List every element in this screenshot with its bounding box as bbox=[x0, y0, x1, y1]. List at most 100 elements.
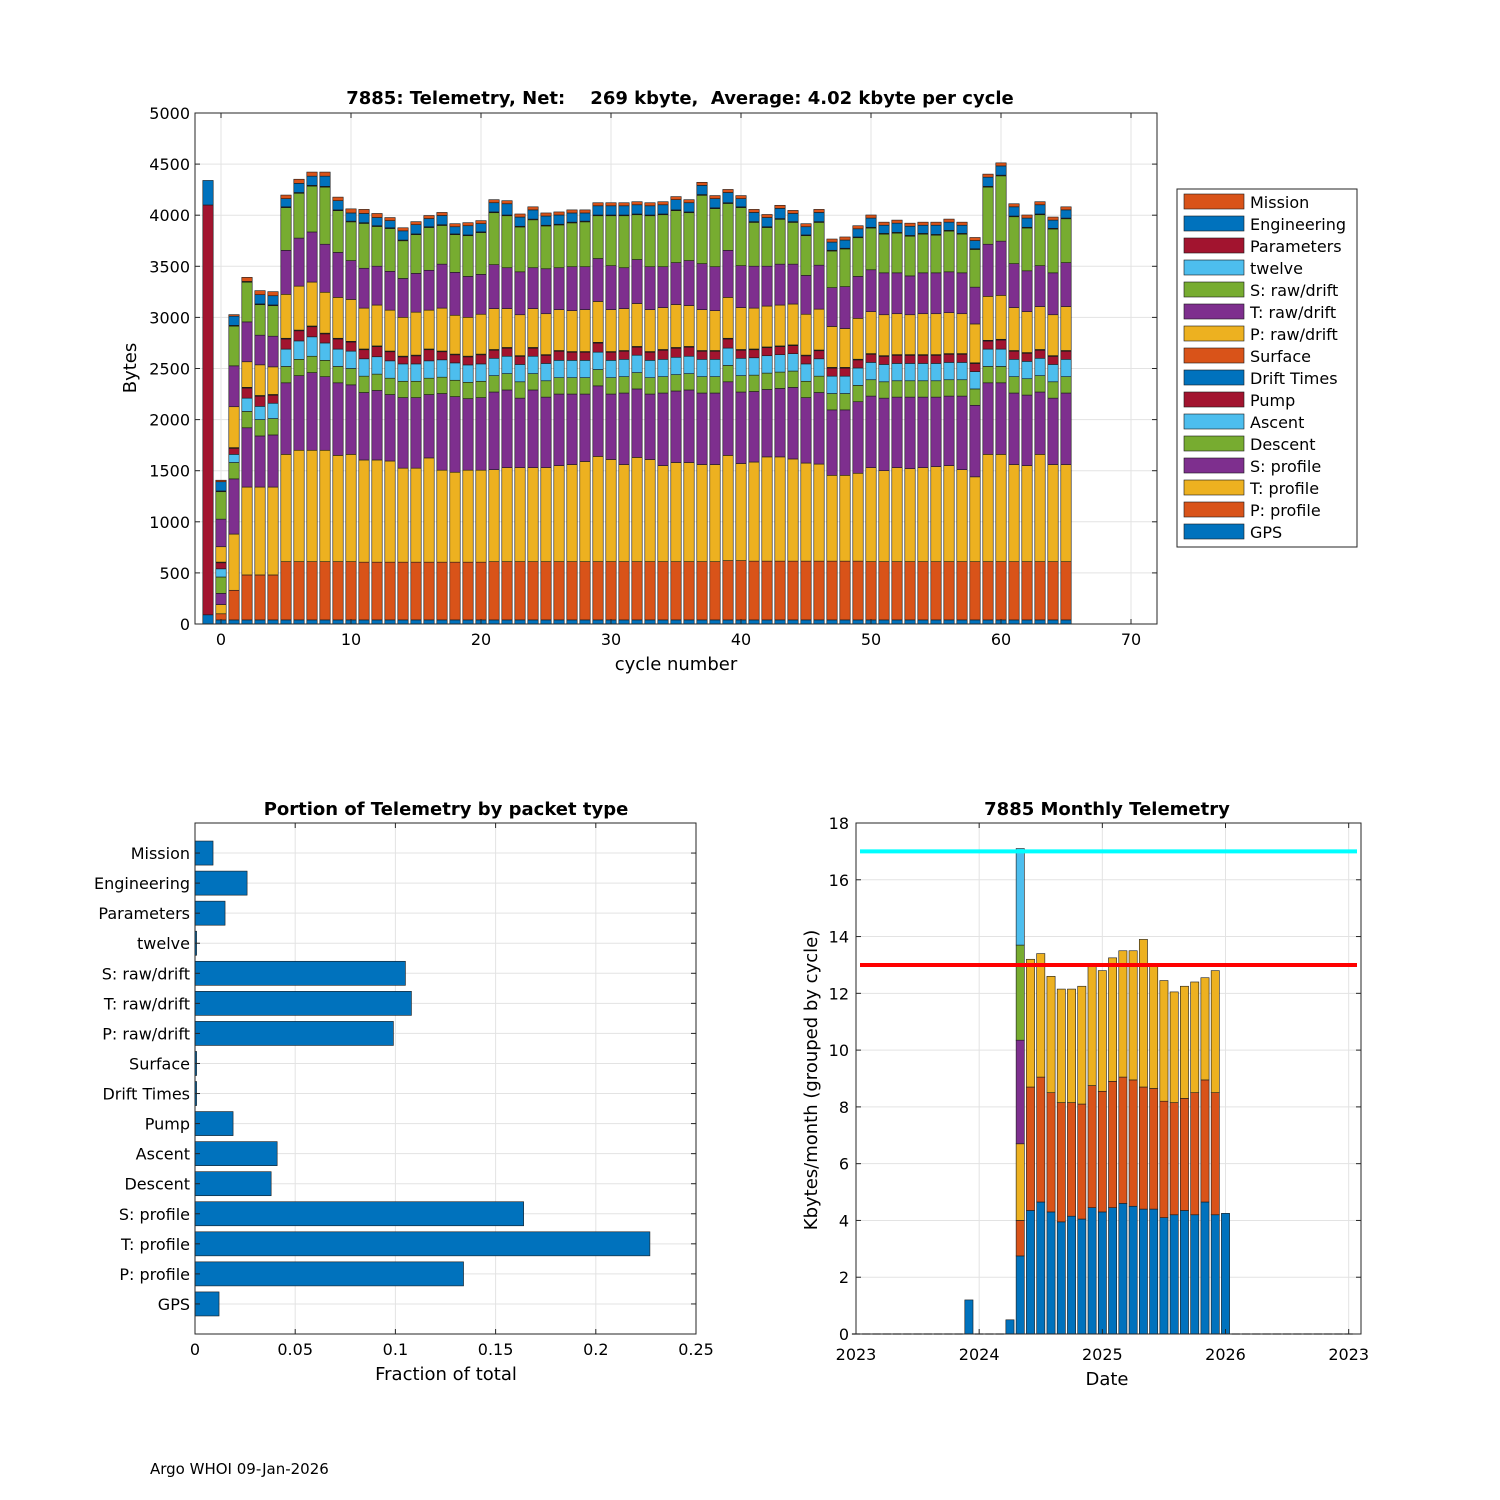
bar-segment-mission bbox=[787, 210, 799, 214]
legend-label-pump: Pump bbox=[1250, 391, 1295, 410]
bar-segment-s-raw-drift bbox=[371, 226, 383, 267]
bar-segment-t-raw-drift bbox=[904, 275, 916, 316]
bar-segment-p-raw-drift bbox=[501, 308, 513, 348]
month-bar-segment-p-raw-drift bbox=[1200, 977, 1210, 1081]
y-tick-label: 4 bbox=[839, 1211, 849, 1230]
bar-segment-gps bbox=[358, 619, 370, 625]
footer-credit: Argo WHOI 09-Jan-2026 bbox=[150, 1460, 329, 1478]
bar-segment-s-profile bbox=[319, 376, 331, 451]
bar-segment-pump bbox=[579, 351, 591, 361]
y-tick-label: 0 bbox=[180, 615, 190, 634]
bar-segment-gps bbox=[800, 619, 812, 625]
bar-segment-p-raw-drift bbox=[553, 309, 565, 351]
bar-segment-p-raw-drift bbox=[735, 307, 747, 350]
bar-segment-pump bbox=[891, 354, 903, 364]
bar-segment-gps bbox=[436, 619, 448, 625]
bar-segment-t-profile bbox=[306, 449, 318, 562]
bar-segment-mission bbox=[618, 202, 630, 207]
bar-segment-s-raw-drift bbox=[280, 207, 292, 251]
bar-segment-engineering bbox=[540, 215, 552, 226]
bar-segment-p-profile bbox=[852, 560, 864, 621]
bar-segment-ascent bbox=[748, 357, 760, 376]
legend-label-descent: Descent bbox=[1250, 435, 1316, 454]
bar-segment-s-raw-drift bbox=[839, 248, 851, 287]
bar-segment-t-profile bbox=[332, 455, 344, 562]
bar-segment-descent bbox=[761, 372, 773, 390]
bar-segment-t-profile bbox=[1034, 454, 1046, 562]
bar-segment-s-raw-drift bbox=[917, 233, 929, 274]
bar-segment-s-profile bbox=[722, 381, 734, 456]
x-tick-label: 2023 bbox=[1328, 1345, 1369, 1364]
bar-segment-t-profile bbox=[644, 459, 656, 562]
bar-segment-gps bbox=[839, 619, 851, 625]
bar-segment-p-profile bbox=[488, 561, 500, 621]
bar-segment-gps bbox=[787, 619, 799, 625]
bar-segment-descent bbox=[306, 355, 318, 373]
bar-segment-ascent bbox=[1060, 359, 1072, 377]
bar-segment-gps bbox=[397, 619, 409, 625]
bar-segment-mission bbox=[917, 221, 929, 226]
bar-segment-t-raw-drift bbox=[579, 266, 591, 310]
bar-segment-p-raw-drift bbox=[254, 364, 266, 396]
bar-segment-t-raw-drift bbox=[462, 276, 474, 318]
bar-segment-t-raw-drift bbox=[410, 273, 422, 313]
bar-segment-mission bbox=[215, 479, 227, 483]
bar-segment-t-profile bbox=[709, 464, 721, 562]
bar-segment-s-profile bbox=[878, 397, 890, 471]
bar-segment-descent bbox=[878, 381, 890, 399]
month-bar-segment-p-raw-drift bbox=[1180, 985, 1189, 1099]
bar-segment-pump bbox=[280, 338, 292, 350]
bar-segment-s-profile bbox=[917, 396, 929, 468]
bar-segment-gps bbox=[904, 619, 916, 625]
bar-segment-gps bbox=[267, 619, 279, 625]
bar-segment-s-raw-drift bbox=[267, 305, 279, 337]
bar-segment-p-profile bbox=[1021, 561, 1033, 621]
bar-segment-p-profile bbox=[553, 561, 565, 621]
bar-segment-s-raw-drift bbox=[865, 227, 877, 271]
bar-segment-gps bbox=[319, 619, 331, 625]
bar-segment-p-profile bbox=[384, 561, 396, 621]
bar-segment-pump bbox=[800, 355, 812, 365]
bar-segment-s-profile bbox=[579, 393, 591, 462]
cycle-chart-title: 7885: Telemetry, Net: 269 kbyte, Average… bbox=[346, 88, 1014, 109]
bar-segment-t-profile bbox=[852, 472, 864, 562]
bar-segment-p-raw-drift bbox=[943, 312, 955, 354]
bar-segment-s-profile bbox=[332, 382, 344, 456]
bar-segment-descent bbox=[215, 576, 227, 594]
bar-segment-engineering bbox=[774, 208, 786, 219]
bar-segment-mission bbox=[241, 277, 253, 282]
bar-segment-gps bbox=[878, 619, 890, 625]
bar-segment-s-profile bbox=[605, 393, 617, 460]
month-bar-segment-engineering bbox=[1190, 1214, 1200, 1335]
bar-segment-s-profile bbox=[501, 389, 513, 468]
bar-segment-ascent bbox=[371, 356, 383, 375]
bar-segment-p-profile bbox=[306, 561, 318, 621]
y-tick-label: Ascent bbox=[136, 1145, 190, 1164]
bar-segment-p-profile bbox=[813, 560, 825, 621]
bar-segment-engineering bbox=[280, 198, 292, 208]
bar-segment-p-raw-drift bbox=[1034, 306, 1046, 350]
bar-segment-s-profile bbox=[1047, 397, 1059, 465]
month-bar-segment-mission bbox=[1015, 1220, 1025, 1257]
bar-segment-gps bbox=[1008, 619, 1020, 625]
y-tick-label: 16 bbox=[829, 871, 849, 890]
month-bar-segment-engineering bbox=[964, 1299, 974, 1335]
fraction-bar-t-profile bbox=[194, 1231, 651, 1257]
bar-segment-gps bbox=[826, 619, 838, 625]
month-bar-segment-p-raw-drift bbox=[1026, 958, 1035, 1088]
bar-segment-p-raw-drift bbox=[436, 307, 448, 352]
bar-segment-mission bbox=[228, 314, 240, 317]
bar-segment-p-raw-drift bbox=[826, 326, 838, 368]
bar-segment-t-profile bbox=[1047, 464, 1059, 562]
bar-segment-s-raw-drift bbox=[358, 222, 370, 269]
bar-segment-s-raw-drift bbox=[384, 228, 396, 272]
bar-segment-p-raw-drift bbox=[657, 307, 669, 350]
bar-segment-t-raw-drift bbox=[397, 278, 409, 318]
bar-segment-engineering bbox=[1034, 204, 1046, 215]
bar-segment-descent bbox=[228, 462, 240, 480]
bar-segment-mission bbox=[449, 223, 461, 228]
bar-segment-p-profile bbox=[787, 560, 799, 621]
bar-segment-p-profile bbox=[475, 561, 487, 621]
bar-segment-ascent bbox=[514, 364, 526, 383]
